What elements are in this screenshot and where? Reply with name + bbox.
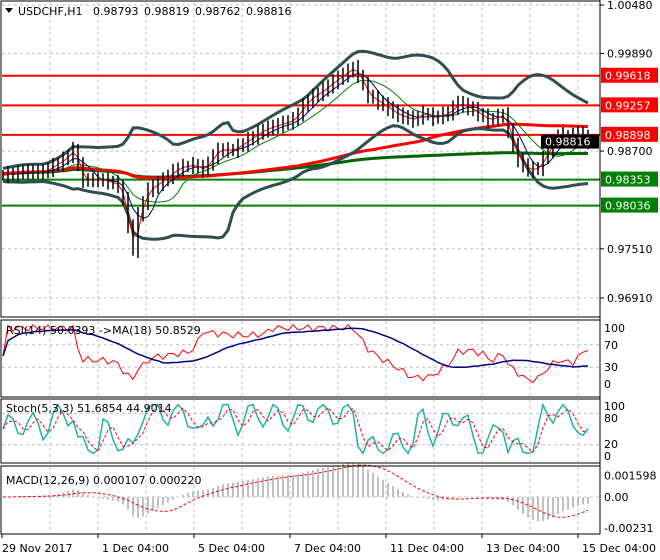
stoch-tick-label: 20 bbox=[604, 438, 618, 451]
current-price-label: 0.98816 bbox=[545, 136, 591, 149]
x-tick-label: 11 Dec 04:00 bbox=[390, 542, 464, 555]
rsi-tick-label: 70 bbox=[604, 339, 618, 352]
rsi-pane bbox=[2, 323, 600, 384]
collapse-triangle-icon[interactable] bbox=[5, 8, 13, 13]
close-value: 0.98816 bbox=[246, 5, 292, 18]
level-price-label: 0.98036 bbox=[605, 200, 651, 213]
macd-label: MACD(12,26,9) 0.000107 0.000220 bbox=[6, 474, 202, 487]
rsi-tick-label: 30 bbox=[604, 361, 618, 374]
rsi-label: RSI(14) 50.0393 ->MA(18) 50.8529 bbox=[6, 324, 201, 337]
level-price-tag bbox=[601, 197, 658, 213]
stoch-tick-label: 80 bbox=[604, 412, 618, 425]
x-tick-label: 29 Nov 2017 bbox=[2, 542, 72, 555]
ma-fast-line bbox=[2, 69, 589, 239]
macd-tick-label: 0.00 bbox=[604, 491, 629, 504]
stoch-signal-line bbox=[2, 404, 589, 454]
macd-signal-line bbox=[3, 464, 589, 518]
ma-mid-line bbox=[2, 72, 589, 220]
time-axis[interactable]: 29 Nov 2017 1 Dec 04:00 5 Dec 04:00 7 Dec 0… bbox=[1, 534, 656, 555]
stoch-tick-label: 0 bbox=[604, 450, 611, 463]
y-tick-label: 0.96910 bbox=[607, 292, 653, 305]
level-price-tag bbox=[601, 97, 658, 113]
ma-100-line bbox=[2, 122, 589, 180]
x-tick-label: 5 Dec 04:00 bbox=[198, 542, 265, 555]
bollinger-lower-band bbox=[2, 124, 589, 241]
ma-slow-line bbox=[2, 79, 589, 203]
rsi-tick-label: 0 bbox=[604, 378, 611, 391]
high-value: 0.98819 bbox=[144, 5, 190, 18]
x-tick-label: 1 Dec 04:00 bbox=[102, 542, 169, 555]
bollinger-upper-band bbox=[2, 49, 589, 170]
price-axis[interactable]: 1.00480 0.99890 0.98700 0.97510 0.96910 0.996… bbox=[541, 0, 658, 535]
open-value: 0.98793 bbox=[93, 5, 139, 18]
y-tick-label: 0.97510 bbox=[607, 243, 653, 256]
symbol-label: USDCHF,H1 bbox=[18, 5, 83, 18]
x-tick-label: 7 Dec 04:00 bbox=[294, 542, 361, 555]
horizontal-levels[interactable] bbox=[2, 74, 600, 207]
level-price-tag bbox=[601, 126, 658, 142]
level-price-label: 0.98353 bbox=[605, 174, 651, 187]
price-plot bbox=[2, 49, 589, 258]
x-tick-label: 15 Dec 04:00 bbox=[582, 542, 656, 555]
stochastic-pane bbox=[2, 402, 600, 455]
stoch-tick-label: 100 bbox=[604, 400, 625, 413]
y-tick-label: 0.99890 bbox=[607, 47, 653, 60]
level-price-tag bbox=[601, 67, 658, 83]
level-price-label: 0.99618 bbox=[605, 70, 651, 83]
level-price-label: 0.98898 bbox=[605, 129, 651, 142]
macd-tick-label: -0.00231 bbox=[604, 522, 653, 535]
rsi-ma-line bbox=[2, 327, 589, 369]
level-price-label: 0.99257 bbox=[605, 99, 651, 112]
stoch-main-line bbox=[2, 402, 589, 455]
low-value: 0.98762 bbox=[195, 5, 241, 18]
level-price-tag bbox=[601, 171, 658, 187]
stoch-label: Stoch(5,3,3) 51.6854 44.9014 bbox=[6, 402, 172, 415]
y-tick-label: 1.00480 bbox=[607, 0, 653, 12]
macd-pane bbox=[2, 462, 600, 522]
y-tick-label: 0.98700 bbox=[607, 145, 653, 158]
current-price-tag bbox=[541, 134, 599, 149]
x-tick-label: 13 Dec 04:00 bbox=[486, 542, 560, 555]
macd-tick-label: 0.001598 bbox=[604, 469, 657, 482]
rsi-tick-label: 100 bbox=[604, 322, 625, 335]
rsi-line bbox=[2, 323, 589, 384]
